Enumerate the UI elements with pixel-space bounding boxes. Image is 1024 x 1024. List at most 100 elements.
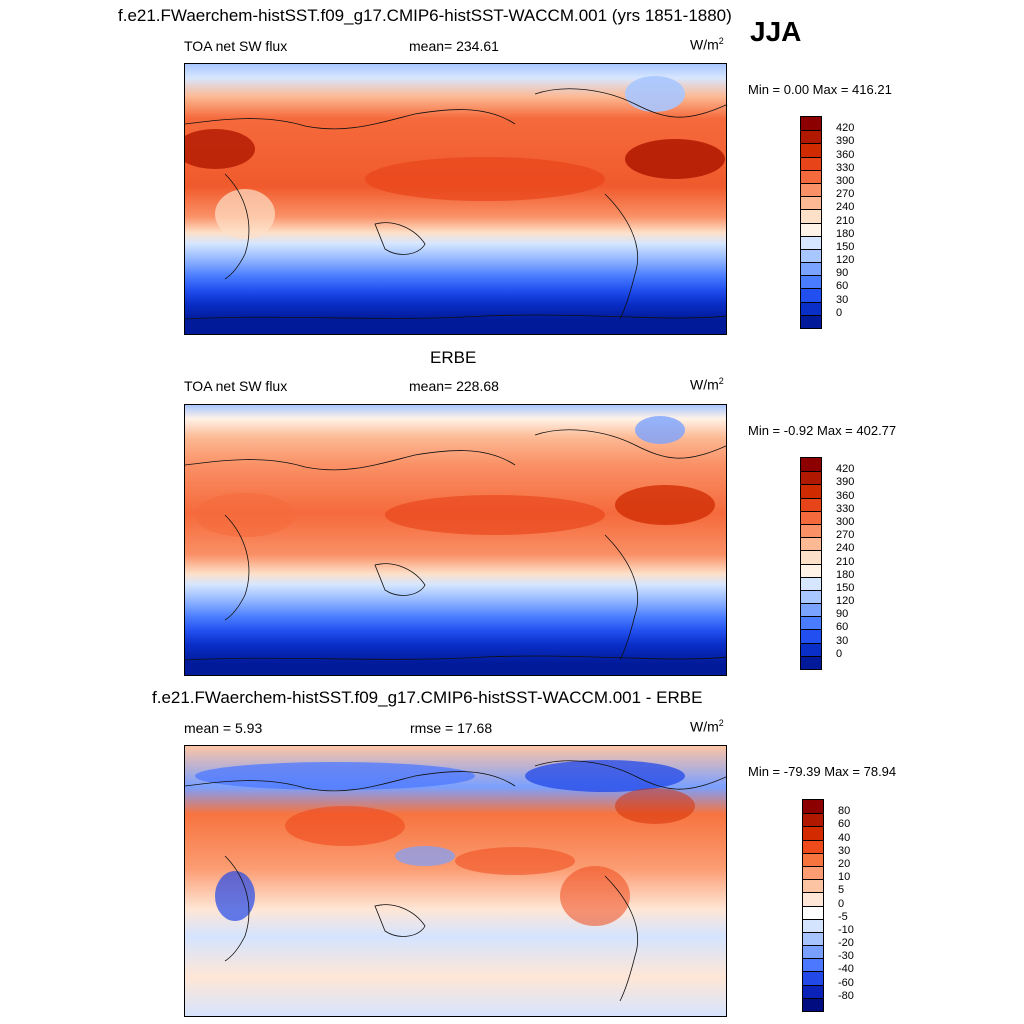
colorbar-segment bbox=[801, 209, 821, 223]
colorbar-tick-label: -20 bbox=[838, 937, 854, 950]
panel2-variable-label: TOA net SW flux bbox=[184, 378, 288, 394]
colorbar-segment bbox=[803, 826, 823, 840]
figure-title: f.e21.FWaerchem-histSST.f09_g17.CMIP6-hi… bbox=[118, 6, 732, 25]
colorbar-segment bbox=[801, 182, 821, 197]
colorbar-tick-label: 20 bbox=[838, 857, 851, 870]
season-label: JJA bbox=[750, 16, 802, 47]
colorbar-tick-label: 30 bbox=[836, 634, 849, 647]
colorbar-tick-label: 180 bbox=[836, 568, 855, 581]
colorbar-segment bbox=[803, 958, 823, 972]
colorbar-segment bbox=[801, 130, 821, 144]
panel1-mean-label: mean= 234.61 bbox=[409, 38, 499, 54]
panel3-units-label: W/m2 bbox=[690, 718, 724, 735]
colorbar-tick-label: 150 bbox=[836, 581, 855, 594]
panel1-colorbar bbox=[800, 116, 822, 329]
colorbar-tick-label: -40 bbox=[838, 963, 854, 976]
colorbar-tick-label: 30 bbox=[836, 293, 849, 306]
colorbar-segment bbox=[803, 984, 823, 998]
colorbar-segment bbox=[803, 892, 823, 906]
panel2-map-field bbox=[185, 405, 726, 675]
colorbar-segment bbox=[803, 905, 823, 919]
colorbar-segment bbox=[803, 813, 823, 827]
colorbar-segment bbox=[801, 235, 821, 249]
colorbar-segment bbox=[801, 248, 821, 263]
colorbar-segment bbox=[803, 945, 823, 959]
colorbar-segment bbox=[803, 997, 823, 1011]
colorbar-tick-label: 90 bbox=[836, 267, 849, 280]
panel2-minmax-label: Min = -0.92 Max = 402.77 bbox=[748, 423, 897, 438]
colorbar-tick-label: 120 bbox=[836, 595, 855, 608]
colorbar-segment bbox=[803, 879, 823, 893]
colorbar-tick-label: 390 bbox=[836, 476, 855, 489]
panel1-units-label: W/m2 bbox=[690, 36, 724, 53]
colorbar-segment bbox=[801, 196, 821, 210]
colorbar-tick-label: 150 bbox=[836, 240, 855, 253]
panel1-variable-label: TOA net SW flux bbox=[184, 38, 288, 54]
colorbar-segment bbox=[801, 629, 821, 643]
panel2-title: ERBE bbox=[430, 348, 477, 367]
colorbar-segment bbox=[803, 865, 823, 880]
panel3-title: f.e21.FWaerchem-histSST.f09_g17.CMIP6-hi… bbox=[152, 688, 703, 707]
colorbar-segment bbox=[801, 117, 821, 131]
colorbar-segment bbox=[803, 931, 823, 946]
colorbar-tick-label: -80 bbox=[838, 989, 854, 1002]
colorbar-segment bbox=[801, 616, 821, 630]
panel3-map-field bbox=[185, 746, 726, 1016]
colorbar-tick-label: 300 bbox=[836, 515, 855, 528]
colorbar-segment bbox=[801, 655, 821, 669]
panel2-units-label: W/m2 bbox=[690, 376, 724, 393]
colorbar-tick-label: 10 bbox=[838, 871, 851, 884]
colorbar-segment bbox=[801, 143, 821, 157]
colorbar-segment bbox=[801, 550, 821, 564]
colorbar-tick-label: 270 bbox=[836, 529, 855, 542]
colorbar-segment bbox=[801, 169, 821, 183]
panel3-map bbox=[184, 745, 727, 1017]
panel3-rmse-label: rmse = 17.68 bbox=[410, 720, 493, 736]
colorbar-segment bbox=[801, 222, 821, 236]
colorbar-segment bbox=[801, 510, 821, 524]
colorbar-tick-label: -60 bbox=[838, 976, 854, 989]
colorbar-segment bbox=[801, 275, 821, 289]
colorbar-tick-label: 60 bbox=[836, 280, 849, 293]
colorbar-segment bbox=[801, 497, 821, 511]
colorbar-segment bbox=[801, 523, 821, 538]
panel1-map bbox=[184, 63, 727, 335]
colorbar-segment bbox=[801, 262, 821, 276]
colorbar-tick-label: 210 bbox=[836, 214, 855, 227]
colorbar-segment bbox=[803, 971, 823, 985]
colorbar-segment bbox=[801, 156, 821, 170]
colorbar-tick-label: 90 bbox=[836, 608, 849, 621]
colorbar-segment bbox=[803, 839, 823, 853]
colorbar-segment bbox=[801, 301, 821, 315]
colorbar-tick-label: 420 bbox=[836, 463, 855, 476]
colorbar-segment bbox=[803, 918, 823, 932]
panel2-mean-label: mean= 228.68 bbox=[409, 378, 499, 394]
colorbar-segment bbox=[801, 576, 821, 590]
colorbar-tick-label: 30 bbox=[838, 844, 851, 857]
colorbar-tick-label: 80 bbox=[838, 805, 851, 818]
panel3-minmax-label: Min = -79.39 Max = 78.94 bbox=[748, 764, 897, 779]
colorbar-tick-label: 210 bbox=[836, 555, 855, 568]
colorbar-tick-label: 240 bbox=[836, 201, 855, 214]
colorbar-tick-label: 330 bbox=[836, 502, 855, 515]
colorbar-segment bbox=[801, 471, 821, 485]
colorbar-tick-label: 360 bbox=[836, 489, 855, 502]
colorbar-tick-label: 0 bbox=[836, 306, 843, 319]
colorbar-tick-label: -30 bbox=[838, 950, 854, 963]
colorbar-segment bbox=[801, 288, 821, 302]
colorbar-tick-label: 60 bbox=[836, 621, 849, 634]
colorbar-segment bbox=[801, 537, 821, 551]
colorbar-tick-label: 390 bbox=[836, 135, 855, 148]
colorbar-tick-label: 300 bbox=[836, 174, 855, 187]
colorbar-tick-label: 270 bbox=[836, 188, 855, 201]
colorbar-tick-label: 420 bbox=[836, 122, 855, 135]
colorbar-tick-label: 60 bbox=[838, 818, 851, 831]
colorbar-segment bbox=[803, 852, 823, 866]
colorbar-tick-label: 330 bbox=[836, 161, 855, 174]
colorbar-tick-label: -10 bbox=[838, 923, 854, 936]
panel1-map-field bbox=[185, 64, 726, 334]
colorbar-segment bbox=[801, 603, 821, 617]
colorbar-segment bbox=[801, 589, 821, 604]
colorbar-segment bbox=[801, 642, 821, 656]
colorbar-tick-label: 0 bbox=[838, 897, 845, 910]
